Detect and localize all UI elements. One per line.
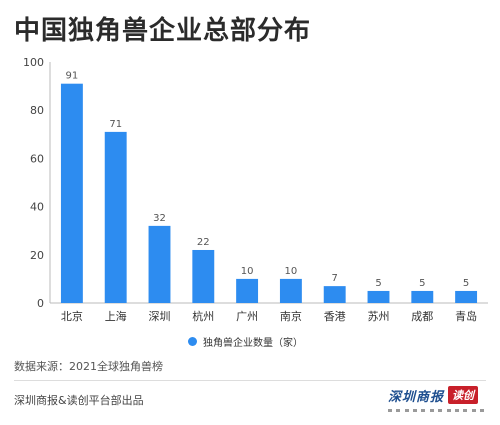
publisher-credit: 深圳商报&读创平台部出品 (14, 394, 144, 407)
x-category-label: 香港 (324, 310, 346, 323)
footer-divider (14, 380, 486, 381)
x-category-label: 苏州 (368, 310, 390, 323)
y-axis-ticks: 0 20 40 60 80 100 (23, 56, 44, 310)
bar (411, 290, 434, 303)
bar-value-label: 71 (109, 119, 122, 130)
bar-chart: 0 20 40 60 80 100 91 71 32 22 10 10 7 5 5 5 北京 上海 深圳 杭州 广州… (23, 56, 488, 323)
x-category-label: 深圳 (149, 310, 171, 323)
bar-value-label: 5 (419, 278, 425, 289)
x-category-label: 成都 (411, 310, 433, 323)
bar-value-label: 22 (197, 237, 210, 248)
y-tick-label: 0 (37, 297, 44, 310)
bar (104, 131, 127, 303)
bar (192, 249, 215, 303)
logo-badge: 读创 (448, 386, 479, 404)
x-category-label: 青岛 (455, 309, 477, 323)
legend: 独角兽企业数量（家） (188, 334, 303, 349)
data-source-note: 数据来源：2021全球独角兽榜 (14, 360, 163, 373)
chart-title: 中国独角兽企业总部分布 (14, 16, 312, 46)
bar (367, 290, 390, 303)
y-tick-label: 20 (30, 249, 44, 262)
bar (148, 225, 171, 303)
bar-value-label: 32 (153, 213, 166, 224)
legend-label: 独角兽企业数量（家） (203, 338, 303, 349)
bar (279, 278, 302, 303)
bar (236, 278, 259, 303)
y-tick-label: 100 (23, 56, 44, 69)
bar-value-label: 5 (463, 278, 469, 289)
legend-marker (188, 337, 197, 346)
bar (455, 290, 478, 303)
x-category-label: 南京 (280, 309, 302, 323)
x-category-label: 上海 (105, 309, 127, 323)
logo-tagline-decoration (388, 407, 484, 413)
logo-wordmark: 深圳商报 (388, 389, 445, 405)
y-tick-label: 40 (30, 201, 44, 214)
bar-value-label: 10 (285, 266, 298, 277)
bar-value-label: 10 (241, 266, 254, 277)
y-tick-label: 80 (30, 104, 44, 117)
x-category-label: 杭州 (192, 309, 214, 323)
bar-value-label: 91 (66, 71, 79, 82)
x-category-label: 北京 (61, 309, 83, 323)
data-labels: 91 71 32 22 10 10 7 5 5 5 (66, 71, 470, 289)
bar (323, 286, 346, 303)
bar-value-label: 5 (375, 278, 381, 289)
publisher-logo: 深圳商报 读创 (388, 385, 488, 417)
y-tick-label: 60 (30, 152, 44, 165)
x-category-label: 广州 (236, 310, 258, 323)
bar-value-label: 7 (332, 273, 338, 284)
x-axis-category-labels: 北京 上海 深圳 杭州 广州 南京 香港 苏州 成都 青岛 (61, 309, 477, 323)
bar (60, 83, 83, 303)
bar-series (60, 83, 478, 303)
